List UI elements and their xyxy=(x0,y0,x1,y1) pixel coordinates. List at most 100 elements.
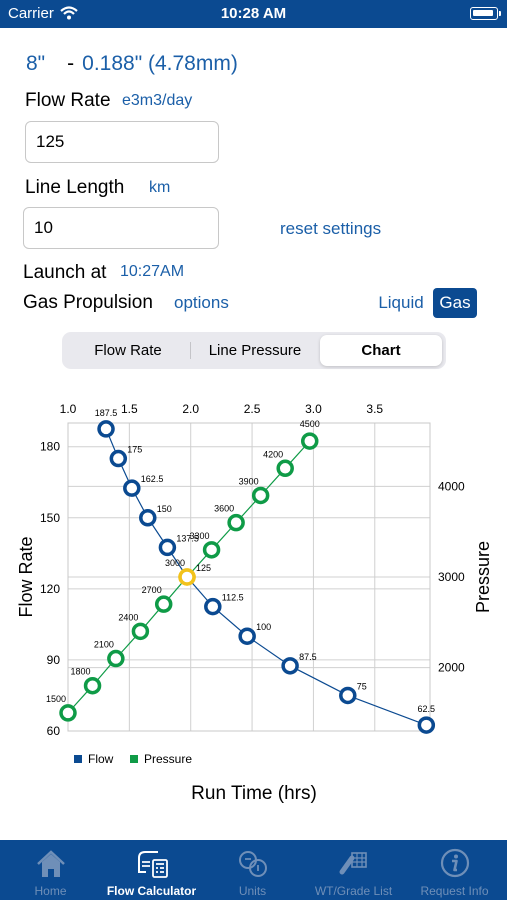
pipe-spec[interactable]: 8" -0.188" (4.78mm) xyxy=(26,52,238,76)
reset-settings-link[interactable]: reset settings xyxy=(280,219,382,238)
gas-toggle[interactable]: Gas xyxy=(433,288,477,318)
flow-rate-input[interactable] xyxy=(25,121,219,163)
data-point-pressure xyxy=(154,595,173,613)
legend-label-flow: Flow xyxy=(88,752,114,766)
wifi-icon xyxy=(60,6,78,20)
data-label-flow: 125 xyxy=(196,563,211,573)
line-length-input[interactable] xyxy=(23,207,219,249)
x-tick-label: 2.0 xyxy=(182,402,199,416)
tab-bar-flow-calculator[interactable]: Flow Calculator xyxy=(101,840,202,900)
data-point-pressure xyxy=(107,649,125,668)
data-point-pressure xyxy=(131,622,150,641)
data-label-pressure: 3300 xyxy=(190,531,210,541)
tab-bar-request-info[interactable]: Request Info xyxy=(404,840,505,900)
flow-rate-unit[interactable]: e3m3/day xyxy=(122,92,193,109)
data-label-pressure: 2100 xyxy=(94,640,114,650)
flow-rate-label: Flow Rate xyxy=(25,90,111,111)
tab-flow-rate[interactable]: Flow Rate xyxy=(94,342,162,359)
view-segmented-control: Flow Rate Line Pressure Chart xyxy=(62,332,446,369)
info-icon xyxy=(440,848,470,878)
bottom-tab-bar: Home Flow Calculator Units WT/Grade List xyxy=(0,840,507,900)
data-point-flow xyxy=(238,627,256,645)
tab-bar-home[interactable]: Home xyxy=(0,840,101,900)
data-point-flow xyxy=(123,479,141,497)
gas-propulsion-label: Gas Propulsion xyxy=(23,292,153,313)
data-label-pressure: 2400 xyxy=(118,612,138,622)
data-point-pressure xyxy=(227,513,245,532)
data-label-pressure: 1500 xyxy=(46,694,66,704)
tab-bar-units[interactable]: Units xyxy=(202,840,303,900)
data-point-flow xyxy=(139,509,157,527)
propulsion-options-link[interactable]: options xyxy=(174,293,229,312)
data-label-flow: 187.5 xyxy=(95,408,118,418)
plot-frame xyxy=(67,422,431,732)
line-length-unit[interactable]: km xyxy=(149,179,171,196)
data-point-flow xyxy=(417,716,436,734)
tab-bar-units-label: Units xyxy=(238,884,267,898)
data-label-flow: 150 xyxy=(157,504,172,514)
data-point-flow xyxy=(281,657,299,675)
data-point-flow xyxy=(158,538,177,557)
pipe-grid-icon xyxy=(339,852,367,875)
y-tick-label: 180 xyxy=(40,440,60,454)
units-icon xyxy=(239,851,267,877)
data-label-pressure: 4200 xyxy=(263,449,283,459)
data-point-pressure xyxy=(251,486,270,505)
data-label-pressure: 2700 xyxy=(142,585,162,595)
data-point-pressure xyxy=(202,541,221,559)
pipe-wall[interactable]: 0.188" (4.78mm) xyxy=(82,52,238,75)
data-point-pressure xyxy=(83,676,102,695)
tab-bar-request-info-label: Request Info xyxy=(420,884,489,898)
status-time: 10:28 AM xyxy=(220,5,287,22)
data-label-pressure: 4500 xyxy=(300,419,320,429)
data-point-flow xyxy=(339,686,357,705)
tab-bar-wt-grade-list-label: WT/Grade List xyxy=(314,884,393,898)
tab-bar-wt-grade-list[interactable]: WT/Grade List xyxy=(303,840,404,900)
x-tick-label: 3.0 xyxy=(305,402,322,416)
data-label-pressure: 1800 xyxy=(71,667,91,677)
carrier-label: Carrier xyxy=(8,5,54,22)
y-axis-title: Flow Rate xyxy=(16,536,36,617)
pipe-separator: - xyxy=(67,52,75,75)
y-tick-label: 90 xyxy=(47,653,61,667)
data-label-flow: 162.5 xyxy=(141,474,164,484)
tab-line-pressure[interactable]: Line Pressure xyxy=(208,342,302,359)
data-label-pressure: 3900 xyxy=(239,476,259,486)
battery-icon xyxy=(470,7,498,20)
data-point-pressure xyxy=(178,568,196,586)
flow-calculator-icon xyxy=(138,851,168,878)
status-bar: Carrier 10:28 AM xyxy=(0,0,507,28)
x-axis-title: Run Time (hrs) xyxy=(191,783,317,804)
x-tick-label: 1.5 xyxy=(121,402,138,416)
run-time-chart: 1.0 1.5 2.0 2.5 3.0 3.5 60 90 120 150 180 2000 3000 4… xyxy=(16,402,493,804)
x-tick-label: 2.5 xyxy=(244,402,261,416)
data-label-flow: 175 xyxy=(127,445,142,455)
line-length-label: Line Length xyxy=(25,177,125,198)
data-point-pressure xyxy=(59,704,77,722)
tab-chart[interactable]: Chart xyxy=(320,335,442,366)
data-point-flow xyxy=(97,420,115,438)
data-label-pressure: 3600 xyxy=(214,504,234,514)
tab-bar-home-label: Home xyxy=(34,884,67,898)
data-label-flow: 100 xyxy=(256,622,271,632)
data-point-flow xyxy=(109,449,128,468)
launch-label: Launch at xyxy=(23,262,107,283)
pipe-size[interactable]: 8" xyxy=(26,52,46,75)
y2-axis-title: Pressure xyxy=(473,541,493,613)
data-label-flow: 137.5 xyxy=(176,533,199,543)
tab-bar-flow-calculator-label: Flow Calculator xyxy=(106,884,197,898)
y2-tick-label: 4000 xyxy=(438,479,465,493)
y-tick-label: 120 xyxy=(40,582,60,596)
data-label-pressure: 3000 xyxy=(165,558,185,568)
data-point-pressure xyxy=(276,459,294,478)
launch-time[interactable]: 10:27AM xyxy=(120,263,185,280)
data-label-flow: 62.5 xyxy=(418,704,436,714)
x-tick-label: 3.5 xyxy=(366,402,383,416)
data-label-flow: 87.5 xyxy=(299,652,317,662)
data-label-flow: 112.5 xyxy=(222,593,244,603)
data-point-flow xyxy=(204,597,222,616)
y2-tick-label: 3000 xyxy=(438,570,465,584)
liquid-toggle[interactable]: Liquid xyxy=(378,293,424,312)
data-point-pressure xyxy=(300,432,319,450)
legend-swatch-pressure xyxy=(130,755,138,763)
